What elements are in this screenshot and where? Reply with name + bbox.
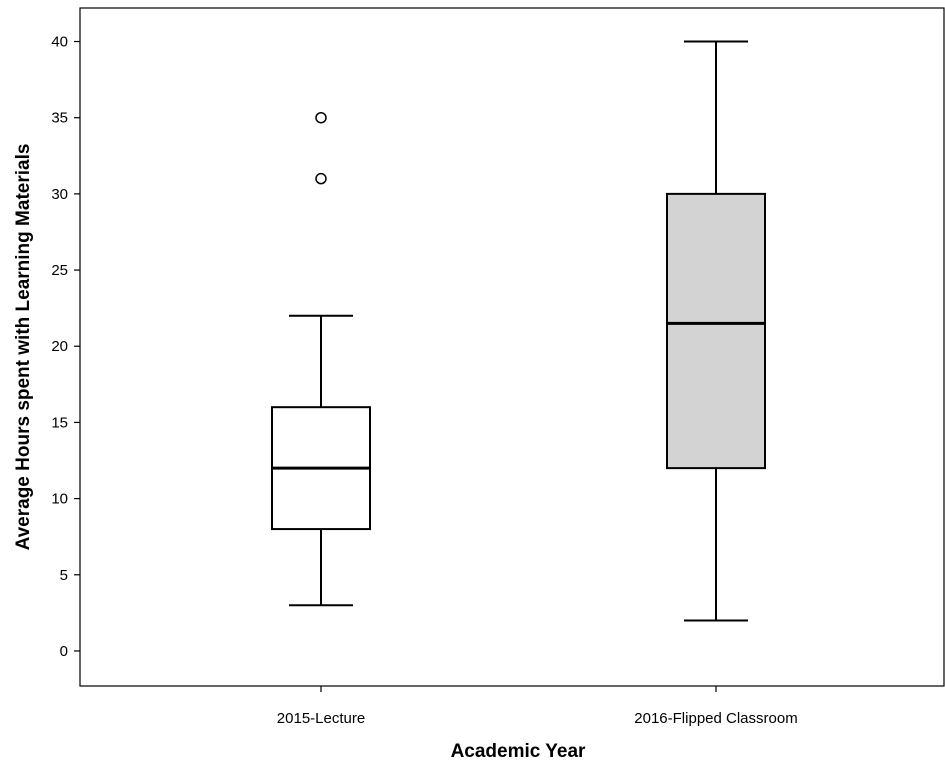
y-axis-title: Average Hours spent with Learning Materi… — [13, 144, 34, 551]
y-tick-label: 15 — [51, 414, 68, 431]
y-axis: 0 5 10 15 20 25 30 35 40 — [51, 34, 80, 660]
iqr-box — [666, 192, 766, 470]
outlier-point — [315, 111, 327, 124]
box-1 — [271, 111, 371, 607]
x-tick-label: 2016-Flipped Classroom — [634, 710, 797, 727]
y-tick-label: 20 — [51, 338, 68, 355]
x-axis-title: Academic Year — [451, 741, 586, 762]
y-tick-label: 10 — [51, 491, 68, 508]
box-2 — [666, 40, 766, 622]
boxes — [271, 40, 766, 622]
x-tick-label: 2015-Lecture — [277, 710, 365, 727]
y-tick-label: 0 — [60, 643, 68, 660]
outlier-point — [315, 172, 327, 185]
x-axis: 2015-Lecture 2016-Flipped Classroom — [277, 686, 798, 727]
plot-frame — [79, 7, 945, 687]
y-tick-label: 40 — [51, 34, 68, 51]
y-tick-label: 25 — [51, 262, 68, 279]
y-tick-label: 30 — [51, 186, 68, 203]
y-tick-label: 35 — [51, 110, 68, 127]
y-tick-label: 5 — [60, 567, 68, 584]
